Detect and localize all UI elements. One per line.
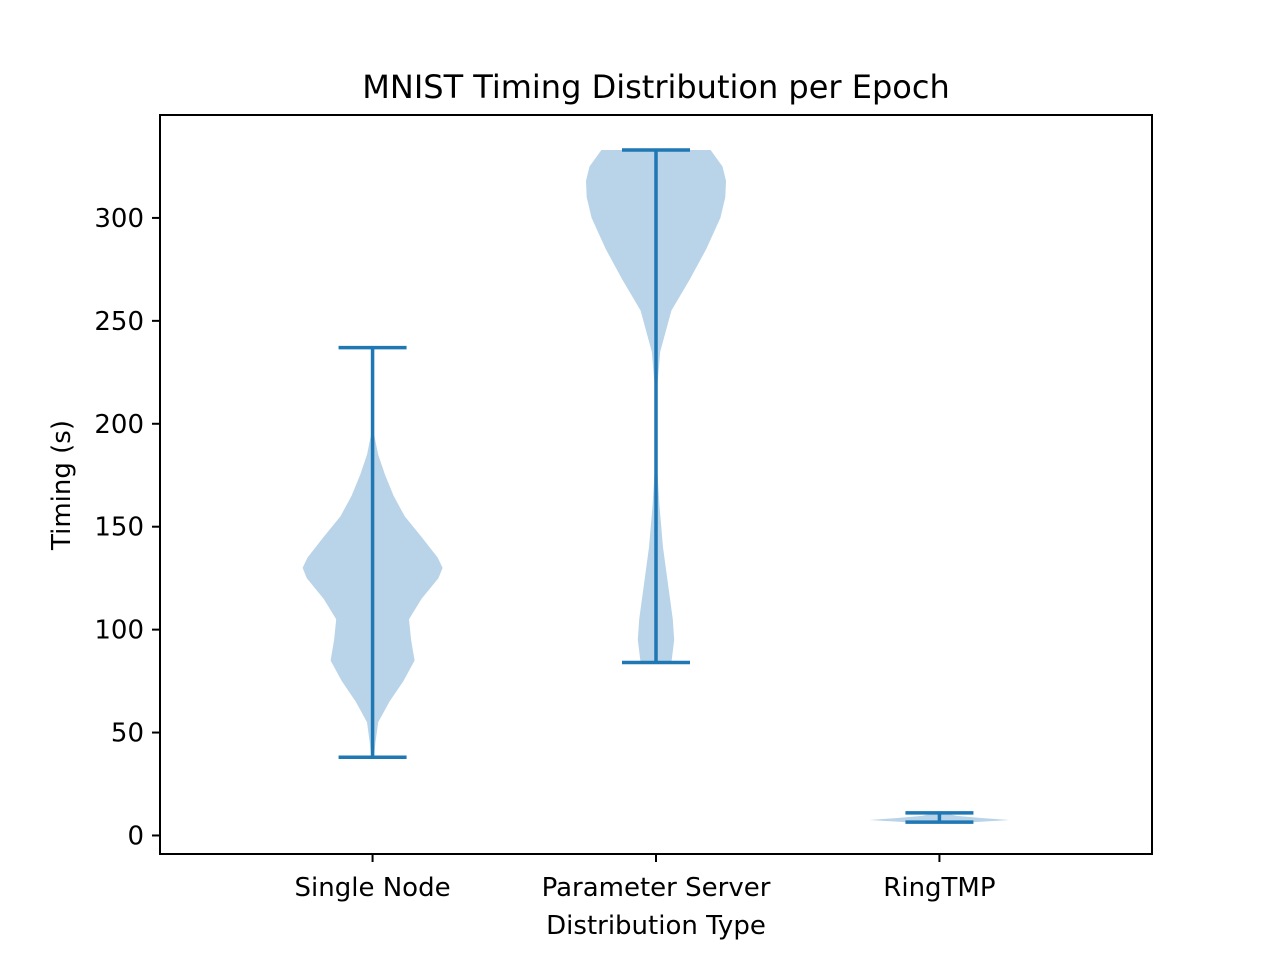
y-tick-label: 250 xyxy=(94,307,144,337)
y-tick-label: 200 xyxy=(94,410,144,440)
x-axis: Single Node Parameter Server RingTMP xyxy=(295,854,996,903)
y-tick-label: 0 xyxy=(127,821,144,851)
y-axis: 0 50 100 150 200 250 300 xyxy=(94,204,160,851)
x-tick-label: RingTMP xyxy=(883,873,995,903)
x-tick-label: Parameter Server xyxy=(542,873,771,903)
y-tick-label: 150 xyxy=(94,513,144,543)
chart-title: MNIST Timing Distribution per Epoch xyxy=(362,68,949,106)
x-axis-label: Distribution Type xyxy=(546,911,766,941)
x-tick-label: Single Node xyxy=(295,873,451,903)
y-tick-label: 50 xyxy=(111,719,144,749)
violin-group xyxy=(302,148,1010,824)
y-axis-label: Timing (s) xyxy=(47,420,77,551)
y-tick-label: 300 xyxy=(94,204,144,234)
y-tick-label: 100 xyxy=(94,616,144,646)
